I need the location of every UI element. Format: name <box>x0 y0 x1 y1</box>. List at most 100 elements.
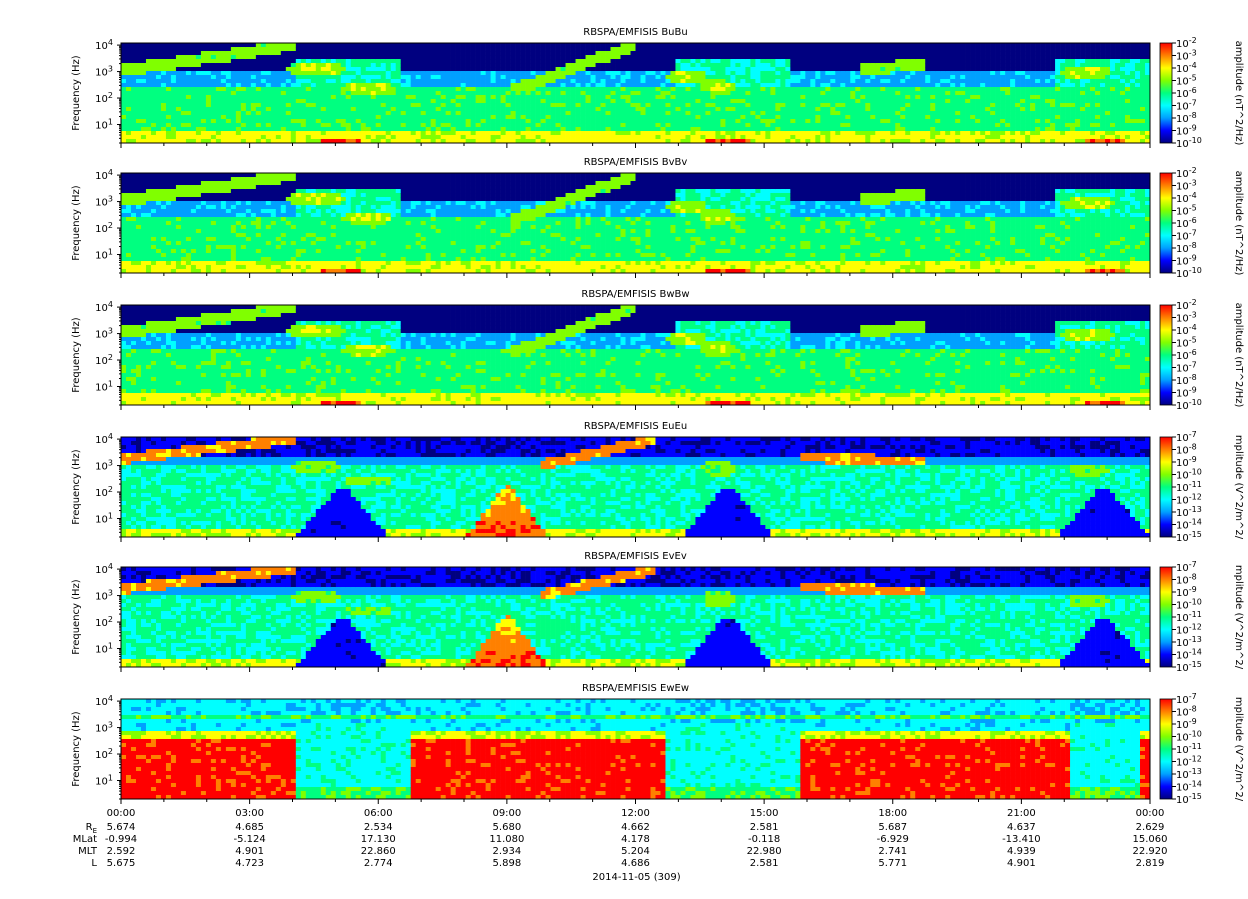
heatmap-cell <box>825 123 831 128</box>
heatmap-cell <box>1070 115 1076 120</box>
heatmap-cell <box>995 59 1001 64</box>
heatmap-cell <box>1030 115 1036 120</box>
heatmap-cell <box>450 139 456 144</box>
heatmap-cell <box>815 83 821 88</box>
heatmap-cell <box>710 139 716 144</box>
heatmap-cell <box>1115 67 1121 72</box>
heatmap-cell <box>1085 103 1091 108</box>
heatmap-cell <box>925 139 931 144</box>
heatmap-cell <box>320 107 327 112</box>
heatmap-cell <box>780 107 786 112</box>
heatmap-cell <box>625 71 631 76</box>
heatmap-cell <box>335 131 342 136</box>
heatmap-cell <box>815 91 821 96</box>
heatmap-cell <box>205 51 212 56</box>
heatmap-cell <box>890 55 896 60</box>
heatmap-cell <box>1080 43 1086 48</box>
heatmap-cell <box>225 107 232 112</box>
heatmap-cell <box>790 131 796 136</box>
heatmap-cell <box>915 71 921 76</box>
heatmap-cell <box>760 111 766 116</box>
heatmap-cell <box>1045 95 1051 100</box>
heatmap-cell <box>235 75 242 80</box>
heatmap-cell <box>320 71 327 76</box>
heatmap-cell <box>1100 55 1106 60</box>
heatmap-cell <box>420 43 427 48</box>
heatmap-cell <box>670 135 676 140</box>
heatmap-cell <box>490 67 496 72</box>
heatmap-cell <box>215 67 222 72</box>
heatmap-cell <box>975 43 981 48</box>
heatmap-cell <box>150 139 157 144</box>
heatmap-cell <box>435 115 441 120</box>
heatmap-cell <box>450 87 456 92</box>
heatmap-cell <box>595 95 601 100</box>
heatmap-cell <box>770 95 776 100</box>
heatmap-cell <box>865 127 871 132</box>
heatmap-cell <box>345 67 352 72</box>
heatmap-cell <box>185 67 192 72</box>
heatmap-cell <box>420 59 427 64</box>
heatmap-cell <box>1030 43 1036 48</box>
heatmap-cell <box>250 47 257 52</box>
heatmap-cell <box>780 71 786 76</box>
heatmap-cell <box>650 103 656 108</box>
heatmap-cell <box>835 95 841 100</box>
heatmap-cell <box>1030 111 1036 116</box>
heatmap-cell <box>845 63 851 68</box>
heatmap-cell <box>945 87 951 92</box>
heatmap-cell <box>290 47 297 52</box>
heatmap-cell <box>1045 67 1051 72</box>
heatmap-cell <box>995 83 1001 88</box>
heatmap-cell <box>255 67 262 72</box>
heatmap-cell <box>820 139 826 144</box>
heatmap-cell <box>685 67 691 72</box>
heatmap-cell <box>895 131 901 136</box>
heatmap-cell <box>255 51 262 56</box>
heatmap-cell <box>525 55 531 60</box>
heatmap-cell <box>800 123 806 128</box>
heatmap-cell <box>930 75 936 80</box>
heatmap-cell <box>420 107 427 112</box>
heatmap-cell <box>520 115 526 120</box>
heatmap-cell <box>890 115 896 120</box>
heatmap-cell <box>450 99 456 104</box>
heatmap-cell <box>1005 47 1011 52</box>
heatmap-cell <box>485 59 491 64</box>
heatmap-cell <box>870 87 876 92</box>
heatmap-cell <box>220 67 227 72</box>
heatmap-cell <box>685 95 691 100</box>
heatmap-cell <box>780 131 786 136</box>
heatmap-cell <box>165 107 172 112</box>
heatmap-cell <box>1070 135 1076 140</box>
heatmap-cell <box>370 135 377 140</box>
heatmap-cell <box>905 119 911 124</box>
heatmap-cell <box>695 63 701 68</box>
heatmap-cell <box>610 131 616 136</box>
heatmap-cell <box>585 59 591 64</box>
heatmap-cell <box>345 131 352 136</box>
heatmap-cell <box>275 59 282 64</box>
heatmap-cell <box>1105 71 1111 76</box>
heatmap-cell <box>450 95 456 100</box>
heatmap-cell <box>615 83 621 88</box>
heatmap-cell <box>925 47 931 52</box>
heatmap-cell <box>260 51 267 56</box>
heatmap-cell <box>185 103 192 108</box>
heatmap-cell <box>780 59 786 64</box>
heatmap-cell <box>1025 75 1031 80</box>
heatmap-cell <box>315 83 322 88</box>
heatmap-cell <box>750 55 756 60</box>
heatmap-cell <box>205 71 212 76</box>
heatmap-cell <box>480 43 486 48</box>
heatmap-cell <box>190 83 197 88</box>
heatmap-cell <box>925 71 931 76</box>
heatmap-cell <box>660 119 666 124</box>
heatmap-cell <box>475 123 481 128</box>
heatmap-cell <box>490 123 496 128</box>
heatmap-cell <box>695 103 701 108</box>
heatmap-cell <box>430 79 436 84</box>
heatmap-cell <box>735 63 741 68</box>
heatmap-cell <box>370 123 377 128</box>
heatmap-cell <box>765 139 771 144</box>
